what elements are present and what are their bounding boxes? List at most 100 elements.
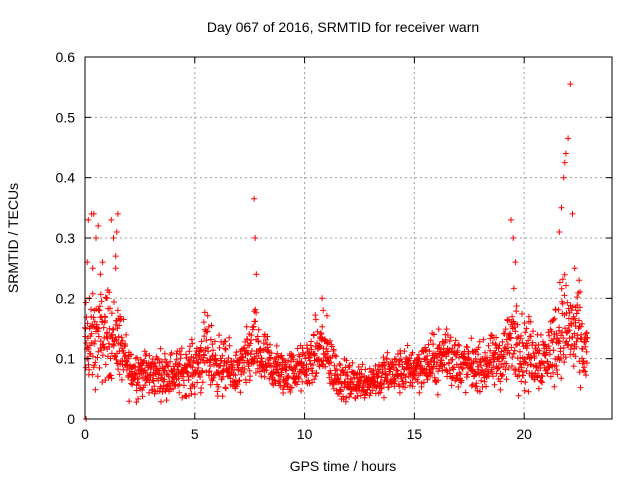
data-point xyxy=(404,342,411,349)
data-point xyxy=(539,373,546,380)
data-point xyxy=(547,373,554,380)
data-point xyxy=(112,354,119,360)
data-point xyxy=(208,322,215,329)
data-point xyxy=(492,341,499,348)
data-point xyxy=(384,372,391,379)
data-point xyxy=(517,361,524,368)
data-point xyxy=(448,382,455,389)
data-point xyxy=(308,338,315,345)
data-point xyxy=(396,389,403,396)
data-point xyxy=(106,289,113,296)
data-point xyxy=(551,315,558,322)
data-point xyxy=(113,229,120,235)
data-point xyxy=(354,375,361,382)
data-point xyxy=(309,367,316,374)
data-point xyxy=(199,367,206,374)
data-point xyxy=(89,371,96,378)
data-point xyxy=(109,341,116,348)
data-point xyxy=(88,330,95,337)
data-point xyxy=(149,387,156,394)
data-point xyxy=(426,348,433,355)
data-point xyxy=(107,355,114,362)
data-point xyxy=(223,359,230,366)
data-point xyxy=(436,342,443,349)
data-point xyxy=(497,386,504,393)
data-point xyxy=(538,331,544,338)
data-point xyxy=(322,363,329,370)
data-point xyxy=(560,174,567,181)
data-point xyxy=(494,365,501,372)
data-point xyxy=(312,373,319,380)
data-point xyxy=(475,344,482,351)
data-point xyxy=(274,366,281,373)
data-point xyxy=(108,216,115,223)
x-tick-label: 5 xyxy=(191,426,199,442)
data-point xyxy=(170,385,177,392)
data-point xyxy=(98,347,105,354)
data-point xyxy=(459,365,466,372)
data-point xyxy=(317,343,324,350)
data-point xyxy=(312,312,319,319)
data-point xyxy=(184,362,191,369)
data-point xyxy=(387,366,394,373)
data-point xyxy=(333,366,340,373)
data-point xyxy=(252,306,259,313)
data-point xyxy=(520,372,527,379)
data-point xyxy=(481,378,488,385)
data-point xyxy=(267,355,274,362)
data-point xyxy=(205,323,212,330)
data-point xyxy=(151,383,158,390)
data-point xyxy=(274,350,281,357)
data-point xyxy=(517,348,523,355)
data-point xyxy=(141,348,148,355)
data-point xyxy=(262,337,269,343)
data-point xyxy=(82,299,89,306)
data-point xyxy=(523,325,530,332)
data-point xyxy=(194,379,201,386)
data-point xyxy=(210,347,216,354)
data-point xyxy=(92,338,98,344)
data-point xyxy=(92,359,99,366)
data-point xyxy=(491,381,498,388)
data-point xyxy=(558,204,565,211)
data-point xyxy=(553,367,560,373)
data-point xyxy=(298,359,305,365)
data-point xyxy=(350,381,357,388)
data-point xyxy=(113,356,120,363)
data-point xyxy=(114,307,121,314)
data-point xyxy=(319,295,326,302)
data-point xyxy=(158,372,165,379)
data-point xyxy=(126,398,133,405)
data-point xyxy=(256,368,263,375)
data-point xyxy=(247,340,254,347)
data-point xyxy=(253,309,260,316)
data-point xyxy=(558,285,565,292)
data-point xyxy=(508,216,514,223)
data-point xyxy=(349,359,356,366)
data-point xyxy=(204,312,211,319)
data-point xyxy=(292,366,299,373)
data-point xyxy=(201,333,208,340)
data-point xyxy=(246,367,253,374)
data-point xyxy=(515,392,522,399)
data-point xyxy=(100,343,107,350)
data-point xyxy=(499,338,506,345)
data-point xyxy=(380,354,387,361)
data-point xyxy=(309,379,316,386)
data-point xyxy=(402,384,409,391)
data-point xyxy=(493,334,500,341)
data-point xyxy=(275,378,282,385)
data-point xyxy=(396,383,403,390)
data-point xyxy=(216,344,223,351)
data-point xyxy=(523,367,530,374)
data-point xyxy=(574,335,581,342)
data-point xyxy=(281,384,287,390)
data-point xyxy=(108,375,115,382)
data-point xyxy=(540,360,547,367)
data-point xyxy=(277,382,284,389)
data-point xyxy=(346,394,353,400)
data-point xyxy=(571,265,578,272)
data-point xyxy=(89,290,96,297)
data-point xyxy=(96,364,103,371)
data-point xyxy=(561,292,568,299)
